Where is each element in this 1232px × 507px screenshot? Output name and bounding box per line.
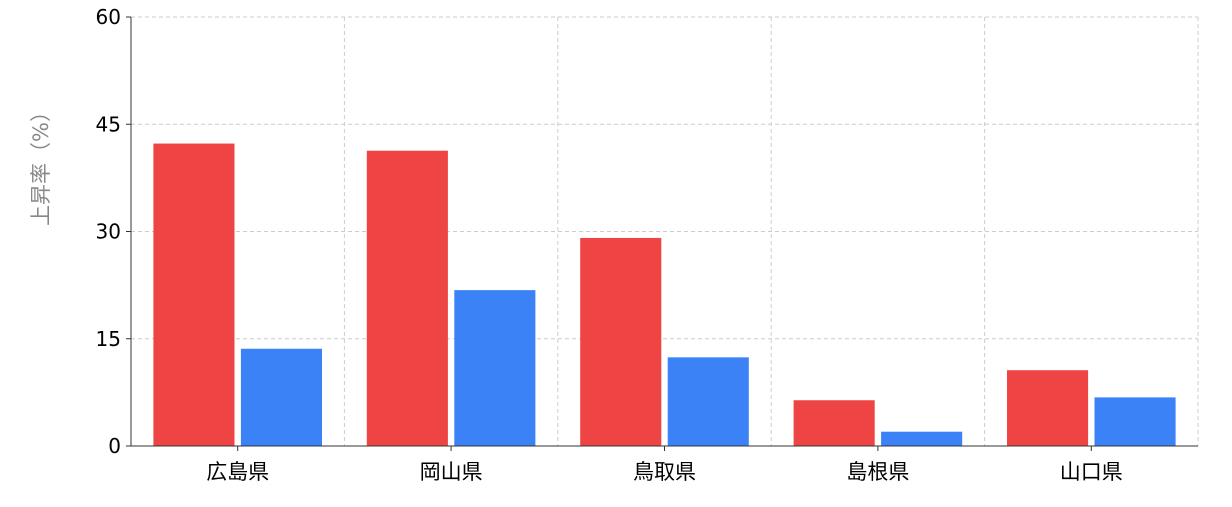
bar: [240, 348, 322, 446]
bar: [580, 237, 662, 446]
y-tick-label: 60: [96, 5, 121, 29]
bar: [454, 290, 536, 446]
y-tick-label: 0: [108, 434, 121, 458]
bar: [1007, 370, 1089, 446]
bars: [153, 143, 1176, 446]
grid: [131, 16, 1199, 446]
y-tick-label: 30: [96, 220, 121, 244]
bar: [153, 143, 235, 446]
x-tick-label: 岡山県: [420, 460, 483, 484]
y-tick-label: 15: [96, 327, 121, 351]
bar: [793, 400, 875, 446]
x-tick-label: 島根県: [846, 460, 909, 484]
x-tick-label: 鳥取県: [633, 460, 696, 484]
bar: [366, 150, 448, 446]
bar: [667, 357, 749, 446]
y-axis-label: 上昇率（%）: [29, 101, 53, 226]
bar: [1094, 397, 1176, 446]
x-tick-label: 広島県: [206, 460, 269, 484]
labels: 0 15 30 45 60 広島県 岡山県 鳥取県 島根県 山口県: [96, 5, 1123, 484]
y-tick-label: 45: [96, 112, 121, 136]
axes: [126, 16, 1198, 451]
bar: [881, 431, 963, 446]
x-tick-label: 山口県: [1060, 460, 1123, 484]
